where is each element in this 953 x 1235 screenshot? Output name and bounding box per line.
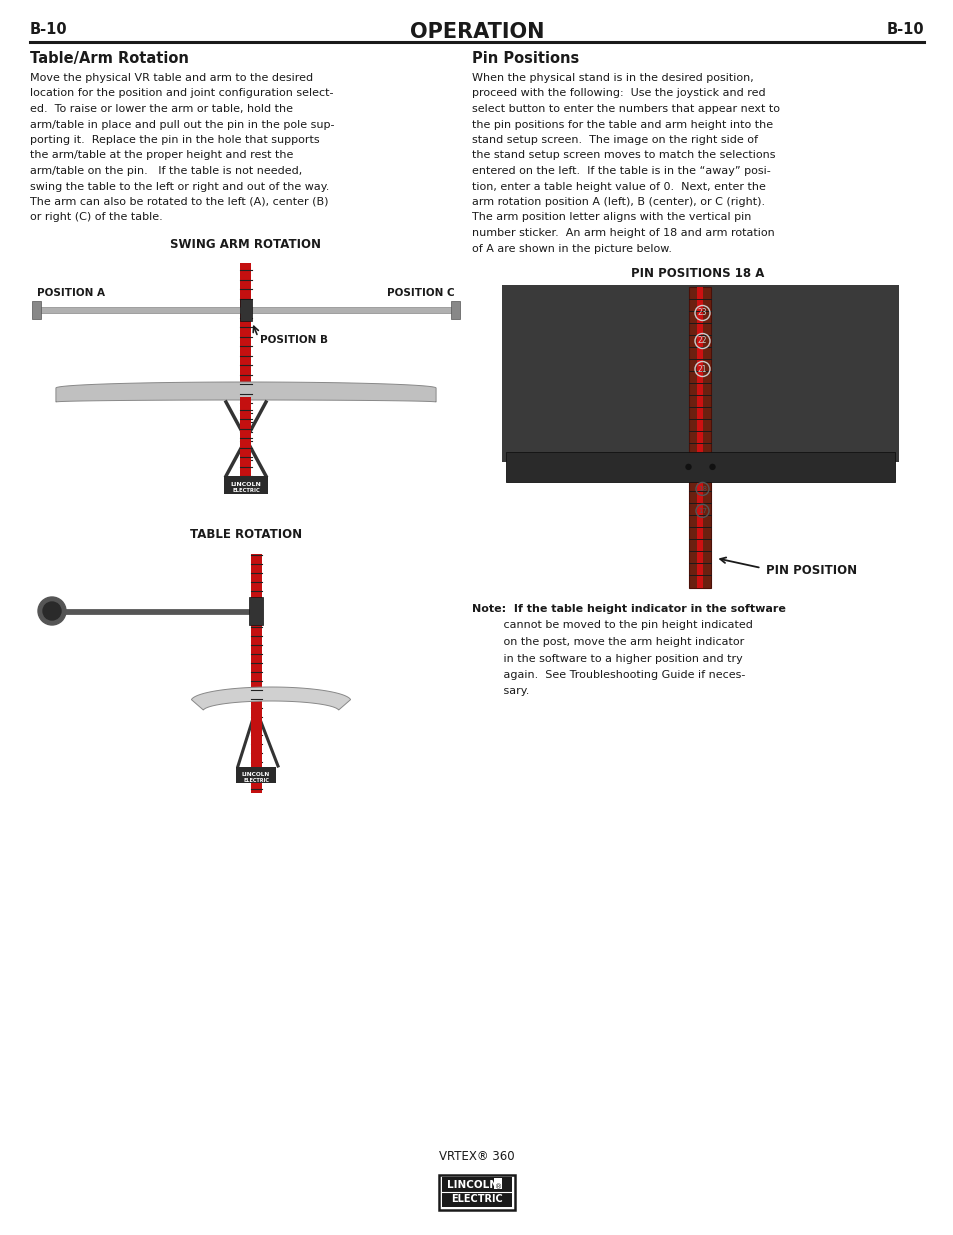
Circle shape (43, 601, 61, 620)
Bar (441, 1177, 512, 1192)
Text: POSITION B: POSITION B (260, 335, 328, 345)
Bar (249, 597, 263, 625)
Text: OPERATION: OPERATION (410, 22, 543, 42)
Text: of A are shown in the picture below.: of A are shown in the picture below. (472, 243, 671, 253)
Text: again.  See Troubleshooting Guide if neces-: again. See Troubleshooting Guide if nece… (472, 671, 744, 680)
Bar (494, 1178, 502, 1189)
Circle shape (38, 597, 66, 625)
Circle shape (685, 464, 690, 469)
Text: cannot be moved to the pin height indicated: cannot be moved to the pin height indica… (472, 620, 752, 631)
Bar (501, 285, 898, 590)
Text: Pin Positions: Pin Positions (472, 51, 578, 65)
Text: PIN POSITIONS 18 A: PIN POSITIONS 18 A (631, 267, 764, 280)
Bar (224, 475, 268, 494)
Bar (451, 301, 459, 319)
Text: VRTEX® 360: VRTEX® 360 (438, 1150, 515, 1163)
Text: 21: 21 (697, 364, 706, 373)
Text: 22: 22 (697, 336, 706, 346)
Text: proceed with the following:  Use the joystick and red: proceed with the following: Use the joys… (472, 89, 765, 99)
Text: the arm/table at the proper height and rest the: the arm/table at the proper height and r… (30, 151, 294, 161)
Text: LINCOLN: LINCOLN (242, 773, 270, 778)
Text: B-10: B-10 (30, 22, 68, 37)
Bar (240, 396, 252, 480)
Text: swing the table to the left or right and out of the way.: swing the table to the left or right and… (30, 182, 329, 191)
Text: Table/Arm Rotation: Table/Arm Rotation (30, 51, 189, 65)
Text: the pin positions for the table and arm height into the: the pin positions for the table and arm … (472, 120, 772, 130)
Text: POSITION C: POSITION C (387, 288, 455, 298)
Bar (251, 555, 261, 793)
Text: on the post, move the arm height indicator: on the post, move the arm height indicat… (472, 637, 743, 647)
Bar (52, 609, 249, 614)
Text: The arm position letter aligns with the vertical pin: The arm position letter aligns with the … (472, 212, 751, 222)
Bar (501, 285, 898, 462)
Bar (689, 287, 711, 588)
Text: ELECTRIC: ELECTRIC (451, 1193, 502, 1204)
Text: ELECTRIC: ELECTRIC (232, 489, 259, 494)
Text: select button to enter the numbers that appear next to: select button to enter the numbers that … (472, 104, 780, 114)
Text: arm/table on the pin.   If the table is not needed,: arm/table on the pin. If the table is no… (30, 165, 302, 177)
Polygon shape (56, 382, 436, 403)
Text: sary.: sary. (472, 687, 529, 697)
Bar (240, 299, 252, 321)
Text: TABLE ROTATION: TABLE ROTATION (190, 529, 302, 541)
Text: location for the position and joint configuration select-: location for the position and joint conf… (30, 89, 334, 99)
Text: Note:  If the table height indicator in the software: Note: If the table height indicator in t… (472, 604, 785, 614)
Text: number sticker.  An arm height of 18 and arm rotation: number sticker. An arm height of 18 and … (472, 228, 774, 238)
Text: The arm can also be rotated to the left (A), center (B): The arm can also be rotated to the left … (30, 198, 328, 207)
Bar (240, 263, 252, 466)
Text: or right (C) of the table.: or right (C) of the table. (30, 212, 163, 222)
Text: 18: 18 (698, 485, 706, 492)
Text: tion, enter a table height value of 0.  Next, enter the: tion, enter a table height value of 0. N… (472, 182, 765, 191)
Bar (441, 1192, 512, 1207)
Text: 17: 17 (698, 508, 706, 514)
Text: the stand setup screen moves to match the selections: the stand setup screen moves to match th… (472, 151, 775, 161)
Bar (439, 1174, 514, 1209)
Text: LINCOLN: LINCOLN (231, 483, 261, 488)
Text: ®: ® (495, 1184, 501, 1191)
Bar (505, 452, 894, 482)
Bar (697, 287, 702, 588)
Text: When the physical stand is in the desired position,: When the physical stand is in the desire… (472, 73, 753, 83)
Text: PIN POSITION: PIN POSITION (765, 563, 857, 577)
Circle shape (709, 464, 714, 469)
Text: 23: 23 (697, 309, 706, 317)
Bar (251, 706, 261, 768)
Polygon shape (192, 687, 351, 710)
Text: in the software to a higher position and try: in the software to a higher position and… (472, 653, 742, 663)
Text: entered on the left.  If the table is in the “away” posi-: entered on the left. If the table is in … (472, 165, 770, 177)
Text: arm rotation position A (left), B (center), or C (right).: arm rotation position A (left), B (cente… (472, 198, 764, 207)
Text: Move the physical VR table and arm to the desired: Move the physical VR table and arm to th… (30, 73, 313, 83)
Bar (30, 546, 461, 802)
Text: porting it.  Replace the pin in the hole that supports: porting it. Replace the pin in the hole … (30, 135, 319, 144)
Bar (33, 308, 458, 312)
Text: LINCOLN: LINCOLN (446, 1181, 497, 1191)
Bar (235, 767, 275, 783)
Text: ed.  To raise or lower the arm or table, hold the: ed. To raise or lower the arm or table, … (30, 104, 293, 114)
Text: POSITION A: POSITION A (37, 288, 105, 298)
Text: stand setup screen.  The image on the right side of: stand setup screen. The image on the rig… (472, 135, 758, 144)
Text: SWING ARM ROTATION: SWING ARM ROTATION (171, 238, 321, 251)
Bar (32, 301, 41, 319)
Bar (30, 258, 461, 517)
Text: arm/table in place and pull out the pin in the pole sup-: arm/table in place and pull out the pin … (30, 120, 335, 130)
Text: ELECTRIC: ELECTRIC (243, 778, 269, 783)
Text: B-10: B-10 (885, 22, 923, 37)
